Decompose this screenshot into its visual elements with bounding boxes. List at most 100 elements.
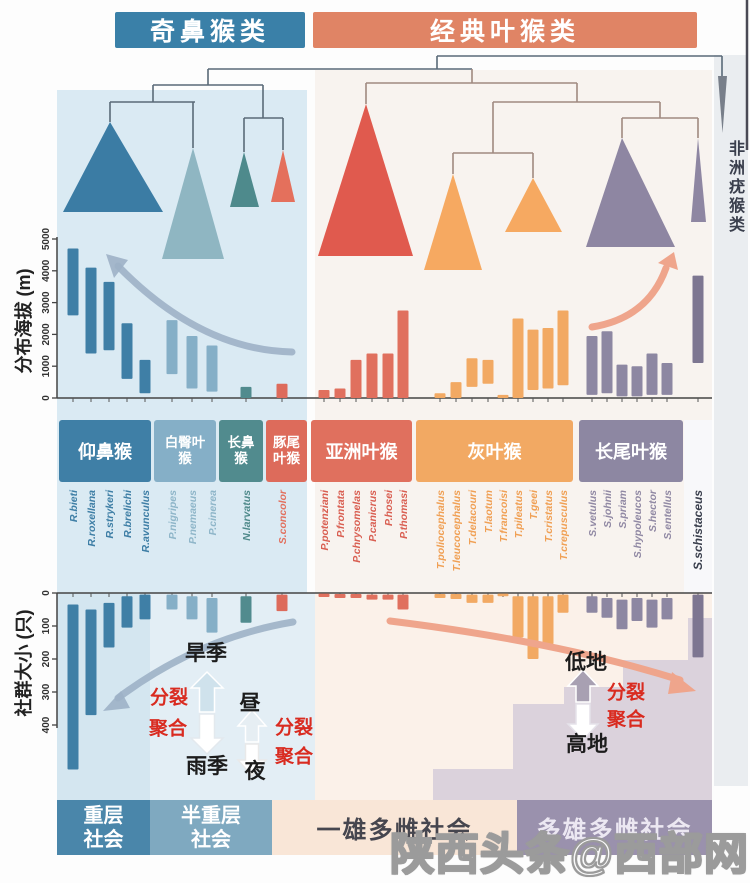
fission-up-arrow-altitude	[566, 668, 600, 703]
group-band-rhinopithecus: 仰鼻猴	[59, 420, 151, 482]
bottom-mid-panel	[150, 593, 315, 800]
species-name-T.delacouri: T.delacouri	[467, 489, 479, 545]
clade-triangle-semnopithecus-b	[691, 138, 706, 222]
elevation-bar-S.hypoleucos	[631, 366, 643, 397]
elevation-trend-arrowhead-left	[106, 254, 128, 278]
species-name-P.nemaeus: P.nemaeus	[187, 490, 199, 544]
group-size-bar-R.bieti	[67, 604, 79, 770]
group-size-tick-label: 100	[41, 617, 52, 634]
day-label: 昼	[239, 692, 261, 715]
species-name-S.entellus: S.entellus	[662, 490, 674, 540]
lowland-label: 低地	[565, 651, 607, 674]
night-label: 夜	[244, 760, 266, 783]
species-name-P.nigripes: P.nigripes	[167, 490, 179, 540]
social-band-label: 半重层 社会	[181, 804, 241, 851]
group-size-bar-S.schistaceus	[692, 594, 704, 658]
fusion-label-mid: 聚合	[274, 746, 314, 768]
species-name-R.avunculus: R.avunculus	[140, 490, 152, 553]
species-name-P.canicrus: P.canicrus	[367, 490, 379, 542]
species-name-T.laotum: T.laotum	[483, 490, 495, 533]
social-band-multi-male: 多雄多雌社会	[517, 800, 712, 855]
group-size-bar-R.brelichi	[121, 596, 133, 628]
langur-header: 经典叶猴类	[313, 12, 697, 48]
elevation-bar-P.nigripes	[166, 320, 178, 375]
elevation-bar-T.geei	[527, 329, 539, 391]
group-size-bar-T.laotum	[482, 594, 494, 603]
elevation-bar-T.francoisi	[497, 394, 509, 398]
fusion-down-arrow-season	[189, 713, 225, 756]
african-colobines-branch	[718, 76, 727, 133]
species-name-P.cinerea: P.cinerea	[207, 490, 219, 536]
species-name-R.strykeri: R.strykeri	[104, 489, 116, 539]
group-band-presbytis: 亚洲叶猴	[311, 420, 412, 482]
group-size-tick-label: 400	[41, 716, 52, 733]
group-band-semnopithecus: 长尾叶猴	[579, 420, 683, 482]
group-band-label: 长尾叶猴	[595, 442, 667, 462]
watermark: 陕西头条@西部网	[389, 829, 749, 880]
elevation-bar-R.roxellana	[85, 267, 97, 354]
species-name-T.pileatus: T.pileatus	[513, 490, 525, 538]
elevation-bar-R.strykeri	[103, 281, 115, 351]
species-name-R.bieti: R.bieti	[68, 489, 80, 522]
group-size-bar-S.hector	[646, 599, 658, 628]
elevation-trend-arrow-right	[588, 264, 670, 331]
group-band-simias: 豚尾 叶猴	[266, 420, 307, 482]
elevation-tick-label: 5000	[41, 227, 52, 250]
group-size-bar-T.francoisi	[497, 593, 509, 597]
group-size-tick-label: 200	[41, 650, 52, 667]
elevation-bar-P.cinerea	[206, 345, 218, 392]
group-size-bar-P.frontata	[334, 593, 346, 598]
species-name-T.francoisi: T.francoisi	[498, 489, 510, 542]
group-size-bar-P.thomasi	[397, 594, 409, 610]
elevation-bar-S.schistaceus	[692, 275, 704, 364]
social-band-label: 一雄多雌社会	[316, 817, 473, 844]
species-name-R.roxellana: R.roxellana	[86, 490, 98, 547]
group-size-bar-R.strykeri	[103, 602, 115, 648]
elevation-bar-S.johnii	[601, 331, 613, 394]
social-band-label: 多雄多雌社会	[536, 817, 693, 844]
elevation-bar-T.pileatus	[512, 318, 524, 398]
group-size-trend-arrow-left	[114, 618, 297, 702]
elevation-bar-S.priam	[616, 364, 628, 397]
species-name-P.potenziani: P.potenziani	[319, 489, 331, 551]
group-size-bar-P.potenziani	[318, 593, 330, 597]
group-size-bar-S.entellus	[661, 597, 673, 620]
schistaceus-column	[684, 420, 712, 593]
elevation-bar-R.brelichi	[121, 323, 133, 379]
group-band-label: 豚尾 叶猴	[273, 434, 300, 466]
elevation-bar-N.larvatus	[240, 386, 252, 398]
elevation-bar-S.hector	[646, 353, 658, 395]
elevation-bar-P.potenziani	[318, 390, 330, 398]
dry-season-label: 旱季	[185, 642, 227, 665]
species-name-P.frontata: P.frontata	[335, 490, 347, 538]
species-name-P.thomasi: P.thomasi	[398, 489, 410, 539]
elevation-bar-P.hosei	[382, 353, 394, 398]
group-band-label: 仰鼻猴	[78, 442, 132, 462]
species-name-S.vetulus: S.vetulus	[587, 490, 599, 537]
clade-triangle-trachypithecus-a	[424, 174, 482, 270]
group-size-tick-label: 300	[41, 683, 52, 700]
elevation-bar-S.vetulus	[586, 335, 598, 395]
odd-nosed-header: 奇鼻猴类	[115, 12, 305, 48]
social-band-semi-multilevel: 半重层 社会	[150, 800, 272, 855]
clade-triangle-simias	[271, 150, 295, 202]
elevation-tick-label: 4000	[41, 259, 52, 282]
group-size-axis-title: 社群大小 (只)	[14, 609, 34, 717]
group-size-bar-P.cinerea	[206, 597, 218, 633]
group-band-label: 灰叶猴	[467, 442, 522, 462]
elevation-bar-S.concolor	[276, 383, 288, 398]
group-size-bar-R.avunculus	[139, 594, 151, 620]
fission-label-left: 分裂	[149, 687, 189, 709]
group-band-label: 长鼻 猴	[227, 434, 255, 466]
group-size-bar-T.leucocephalus	[450, 593, 462, 599]
elevation-tick-label: 0	[41, 395, 52, 401]
odd-nosed-header-label: 奇鼻猴类	[149, 18, 270, 46]
elevation-bar-S.entellus	[661, 363, 673, 395]
group-size-bar-T.crepusculus	[557, 594, 569, 613]
group-size-bar-P.nemaeus	[186, 596, 198, 620]
elevation-tick-label: 2000	[41, 323, 52, 346]
species-name-N.larvatus: N.larvatus	[241, 490, 253, 541]
group-band-label: 白臀叶 猴	[164, 434, 206, 466]
fission-up-arrow-daynight	[236, 708, 268, 743]
